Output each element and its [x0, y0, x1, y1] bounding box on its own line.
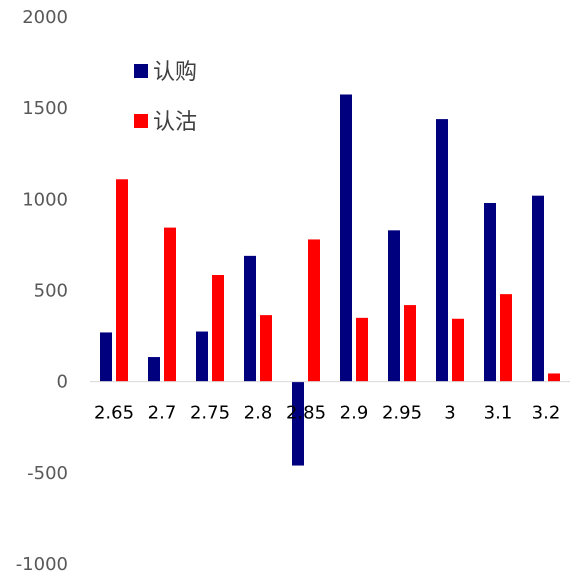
bar-call-3.2: [532, 195, 544, 382]
x-tick-label: 2.95: [382, 403, 422, 424]
bar-call-2.85: [292, 381, 304, 466]
x-tick-label: 3.2: [532, 403, 561, 424]
legend-swatch: [134, 114, 148, 128]
x-tick-label: 2.7: [148, 403, 177, 424]
y-tick-label: 1000: [22, 189, 68, 210]
bar-put-2.95: [404, 305, 416, 382]
y-tick-label: 1500: [22, 98, 68, 119]
bar-put-2.75: [212, 275, 224, 382]
bar-put-2.65: [116, 179, 128, 382]
bar-call-3: [436, 119, 448, 382]
y-tick-label: 2000: [22, 7, 68, 28]
bar-put-2.7: [164, 227, 176, 382]
bar-put-2.9: [356, 317, 368, 382]
x-tick-label: 3.1: [484, 403, 513, 424]
bar-call-2.7: [148, 357, 160, 382]
bar-put-2.8: [260, 315, 272, 382]
x-tick-label: 3: [444, 403, 455, 424]
y-tick-label: -500: [27, 463, 68, 484]
x-tick-label: 2.65: [94, 403, 134, 424]
x-tick-label: 2.85: [286, 403, 326, 424]
x-tick-label: 2.8: [244, 403, 273, 424]
legend-label: 认购: [153, 60, 197, 85]
bar-call-2.9: [340, 94, 352, 382]
legend-label: 认沽: [153, 110, 197, 135]
bar-call-2.65: [100, 332, 112, 382]
bar-call-2.75: [196, 331, 208, 382]
y-tick-label: -1000: [16, 554, 68, 575]
legend-swatch: [134, 64, 148, 78]
bar-put-3.1: [500, 294, 512, 382]
x-tick-label: 2.9: [340, 403, 369, 424]
bar-call-2.8: [244, 255, 256, 382]
y-tick-label: 0: [57, 372, 68, 393]
bar-call-3.1: [484, 202, 496, 382]
y-axis-ticks: -1000 -500 0 500 1000 1500 2000: [16, 7, 68, 575]
bar-series: [100, 94, 560, 466]
bar-put-3.2: [548, 373, 560, 382]
bar-put-2.85: [308, 239, 320, 382]
y-tick-label: 500: [34, 281, 68, 302]
bar-put-3: [452, 318, 464, 382]
x-axis-ticks: 2.65 2.7 2.75 2.8 2.85 2.9 2.95 3 3.1 3.2: [94, 403, 560, 424]
x-tick-label: 2.75: [190, 403, 230, 424]
bar-call-2.95: [388, 230, 400, 382]
